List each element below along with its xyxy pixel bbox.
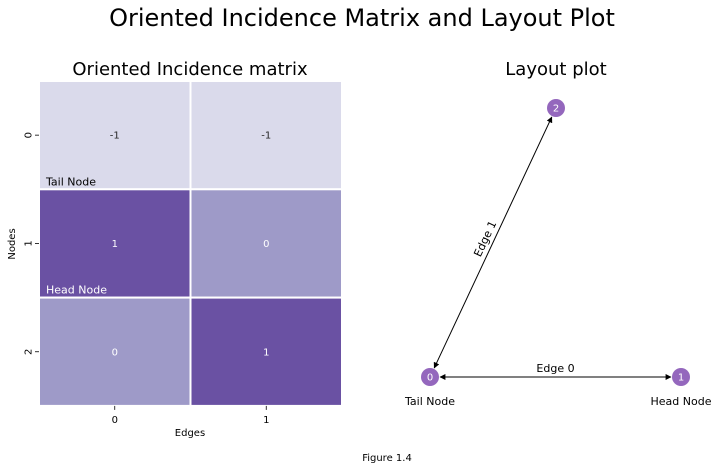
y-tick-label: 1 — [24, 240, 35, 246]
node-label: Tail Node — [404, 395, 455, 408]
node-circle — [421, 368, 439, 386]
heatmap-annotation: Tail Node — [45, 175, 96, 188]
heatmap-annotation: Head Node — [46, 284, 107, 297]
y-tick-label: 0 — [24, 132, 35, 138]
heatmap-cell-value: -1 — [110, 131, 120, 142]
edge-label: Edge 0 — [536, 362, 574, 375]
heatmap-cell-value: 1 — [263, 347, 269, 358]
node-id: 0 — [427, 373, 433, 384]
heatmap-cell — [189, 296, 343, 407]
heatmap-panel: Oriented Incidence matrix -1 -1 1 0 0 1 Tail N… — [7, 59, 343, 439]
heatmap-ylabel: Nodes — [7, 228, 18, 259]
x-tick-label: 0 — [112, 415, 118, 426]
heatmap-cell-value: 1 — [112, 239, 118, 250]
heatmap-cell — [38, 80, 192, 191]
node-circle — [672, 368, 690, 386]
heatmap-xlabel: Edges — [175, 428, 205, 439]
heatmap-cell-value: 0 — [263, 239, 269, 250]
node-circle — [547, 99, 565, 117]
y-tick-label: 2 — [24, 349, 35, 355]
x-tick-label: 1 — [263, 415, 269, 426]
heatmap-cell — [189, 80, 343, 191]
figure-caption: Figure 1.4 — [362, 453, 412, 464]
node-label: Head Node — [651, 395, 712, 408]
node-id: 1 — [678, 373, 684, 384]
figure-suptitle: Oriented Incidence Matrix and Layout Plo… — [109, 4, 615, 32]
heatmap-cell-value: 0 — [112, 347, 118, 358]
node-id: 2 — [553, 104, 559, 115]
heatmap-cell — [189, 188, 343, 299]
heatmap-cell — [38, 188, 192, 299]
heatmap-title: Oriented Incidence matrix — [72, 59, 308, 80]
layout-title: Layout plot — [505, 59, 606, 80]
edge-line — [433, 116, 553, 369]
heatmap-cell-value: -1 — [261, 131, 271, 142]
